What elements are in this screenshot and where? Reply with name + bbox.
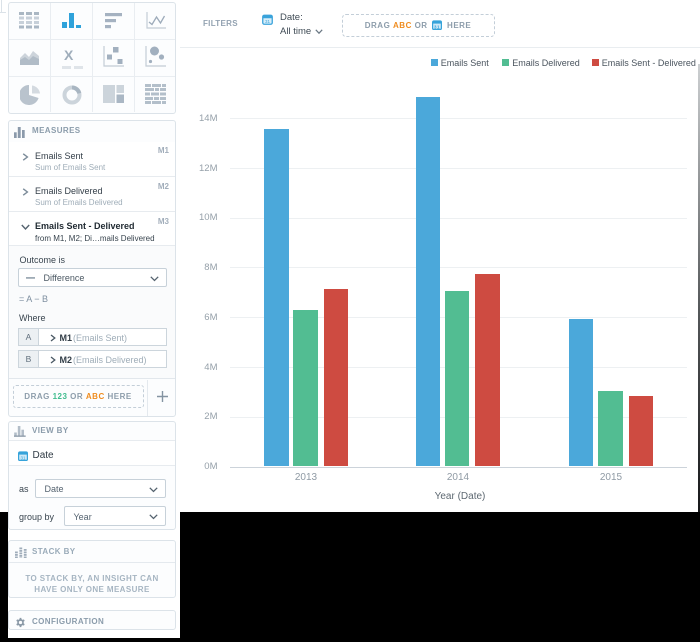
svg-text:31: 31 bbox=[434, 24, 440, 29]
svg-text:31: 31 bbox=[265, 19, 271, 24]
svg-text:31: 31 bbox=[20, 455, 26, 460]
